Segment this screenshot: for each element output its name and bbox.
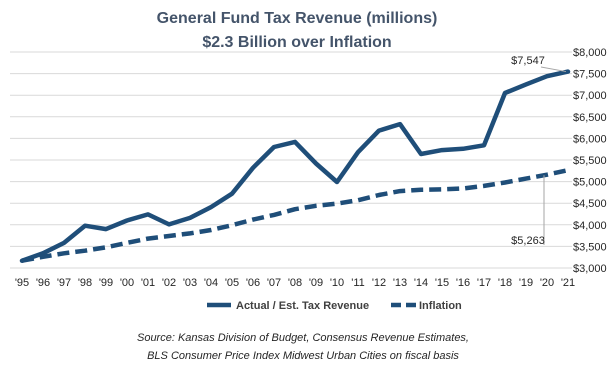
x-tick-label: '03 xyxy=(183,277,197,289)
x-tick-label: '98 xyxy=(78,277,92,289)
x-tick-label: '02 xyxy=(162,277,176,289)
x-tick-label: '18 xyxy=(498,277,512,289)
x-tick-label: '00 xyxy=(120,277,134,289)
y-tick-label: $6,000 xyxy=(573,133,607,145)
y-tick-label: $3,000 xyxy=(573,263,607,275)
x-tick-label: '09 xyxy=(309,277,323,289)
gridlines xyxy=(10,51,572,269)
x-tick-label: '17 xyxy=(477,277,491,289)
x-tick-label: '97 xyxy=(57,277,71,289)
series-lines xyxy=(19,69,571,263)
series-line-inflation xyxy=(21,167,569,263)
y-tick-label: $7,000 xyxy=(573,90,607,102)
x-tick-label: '04 xyxy=(204,277,218,289)
x-tick-label: '14 xyxy=(414,277,428,289)
source-note-line-1: Source: Kansas Division of Budget, Conse… xyxy=(137,332,469,344)
series-line-actual xyxy=(19,69,571,263)
x-tick-label: '13 xyxy=(393,277,407,289)
x-tick-label: '05 xyxy=(225,277,239,289)
annotations: $7,547 $5,263 xyxy=(511,55,567,247)
callout-label-actual: $7,547 xyxy=(511,55,545,67)
y-tick-label: $5,000 xyxy=(573,177,607,189)
legend: Actual / Est. Tax Revenue Inflation xyxy=(207,300,462,312)
y-tick-label: $4,000 xyxy=(573,220,607,232)
y-tick-label: $6,500 xyxy=(573,112,607,124)
x-axis-ticks: '95 '96 '97 '98 '99 '00 '01 '02 '03 '04 '05 '06 '07 '… xyxy=(15,277,575,289)
legend-label-actual: Actual / Est. Tax Revenue xyxy=(236,300,369,312)
y-tick-label: $4,500 xyxy=(573,198,607,210)
x-tick-label: '96 xyxy=(36,277,50,289)
legend-label-inflation: Inflation xyxy=(419,300,462,312)
y-axis-ticks: $3,000 $3,500 $4,000 $4,500 $5,000 $5,500 $6,0… xyxy=(573,47,607,275)
x-tick-label: '12 xyxy=(372,277,386,289)
chart-subtitle: $2.3 Billion over Inflation xyxy=(202,34,391,51)
source-note-line-2: BLS Consumer Price Index Midwest Urban C… xyxy=(147,350,459,362)
x-tick-label: '06 xyxy=(246,277,260,289)
y-tick-label: $5,500 xyxy=(573,155,607,167)
x-tick-label: '08 xyxy=(288,277,302,289)
x-tick-label: '16 xyxy=(456,277,470,289)
x-tick-label: '11 xyxy=(351,277,365,289)
y-tick-label: $8,000 xyxy=(573,47,607,59)
x-tick-label: '01 xyxy=(141,277,155,289)
y-tick-label: $7,500 xyxy=(573,69,607,81)
x-tick-label: '20 xyxy=(540,277,554,289)
y-tick-label: $3,500 xyxy=(573,241,607,253)
x-tick-label: '07 xyxy=(267,277,281,289)
x-tick-label: '95 xyxy=(15,277,29,289)
chart-title: General Fund Tax Revenue (millions) xyxy=(157,10,438,27)
x-tick-label: '99 xyxy=(99,277,113,289)
x-tick-label: '10 xyxy=(330,277,344,289)
x-tick-label: '19 xyxy=(519,277,533,289)
callout-label-inflation: $5,263 xyxy=(511,235,545,247)
x-tick-label: '15 xyxy=(435,277,449,289)
callout-leader-actual xyxy=(540,66,567,73)
x-tick-label: '21 xyxy=(561,277,575,289)
